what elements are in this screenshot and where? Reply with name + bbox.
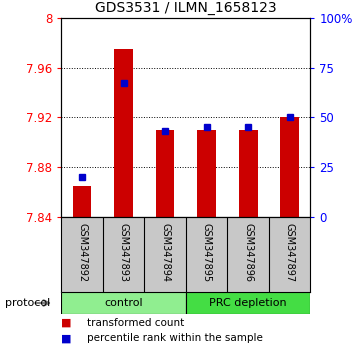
Text: PRC depletion: PRC depletion bbox=[209, 298, 287, 308]
Text: protocol: protocol bbox=[5, 298, 51, 308]
Bar bbox=[73, 186, 91, 217]
Bar bbox=[239, 130, 257, 217]
Text: GSM347894: GSM347894 bbox=[160, 223, 170, 282]
Text: ■: ■ bbox=[61, 333, 72, 343]
Text: transformed count: transformed count bbox=[87, 318, 184, 327]
Text: GSM347895: GSM347895 bbox=[202, 223, 212, 282]
Bar bbox=[186, 292, 310, 314]
Bar bbox=[280, 117, 299, 217]
Text: GSM347892: GSM347892 bbox=[77, 223, 87, 282]
Text: GSM347893: GSM347893 bbox=[119, 223, 129, 282]
Bar bbox=[61, 292, 186, 314]
Text: GSM347897: GSM347897 bbox=[285, 223, 295, 282]
Bar bbox=[114, 49, 133, 217]
Text: percentile rank within the sample: percentile rank within the sample bbox=[87, 333, 262, 343]
Text: ■: ■ bbox=[61, 318, 72, 327]
Text: control: control bbox=[104, 298, 143, 308]
Title: GDS3531 / ILMN_1658123: GDS3531 / ILMN_1658123 bbox=[95, 1, 277, 15]
Bar bbox=[197, 130, 216, 217]
Text: GSM347896: GSM347896 bbox=[243, 223, 253, 282]
Bar bbox=[156, 130, 174, 217]
